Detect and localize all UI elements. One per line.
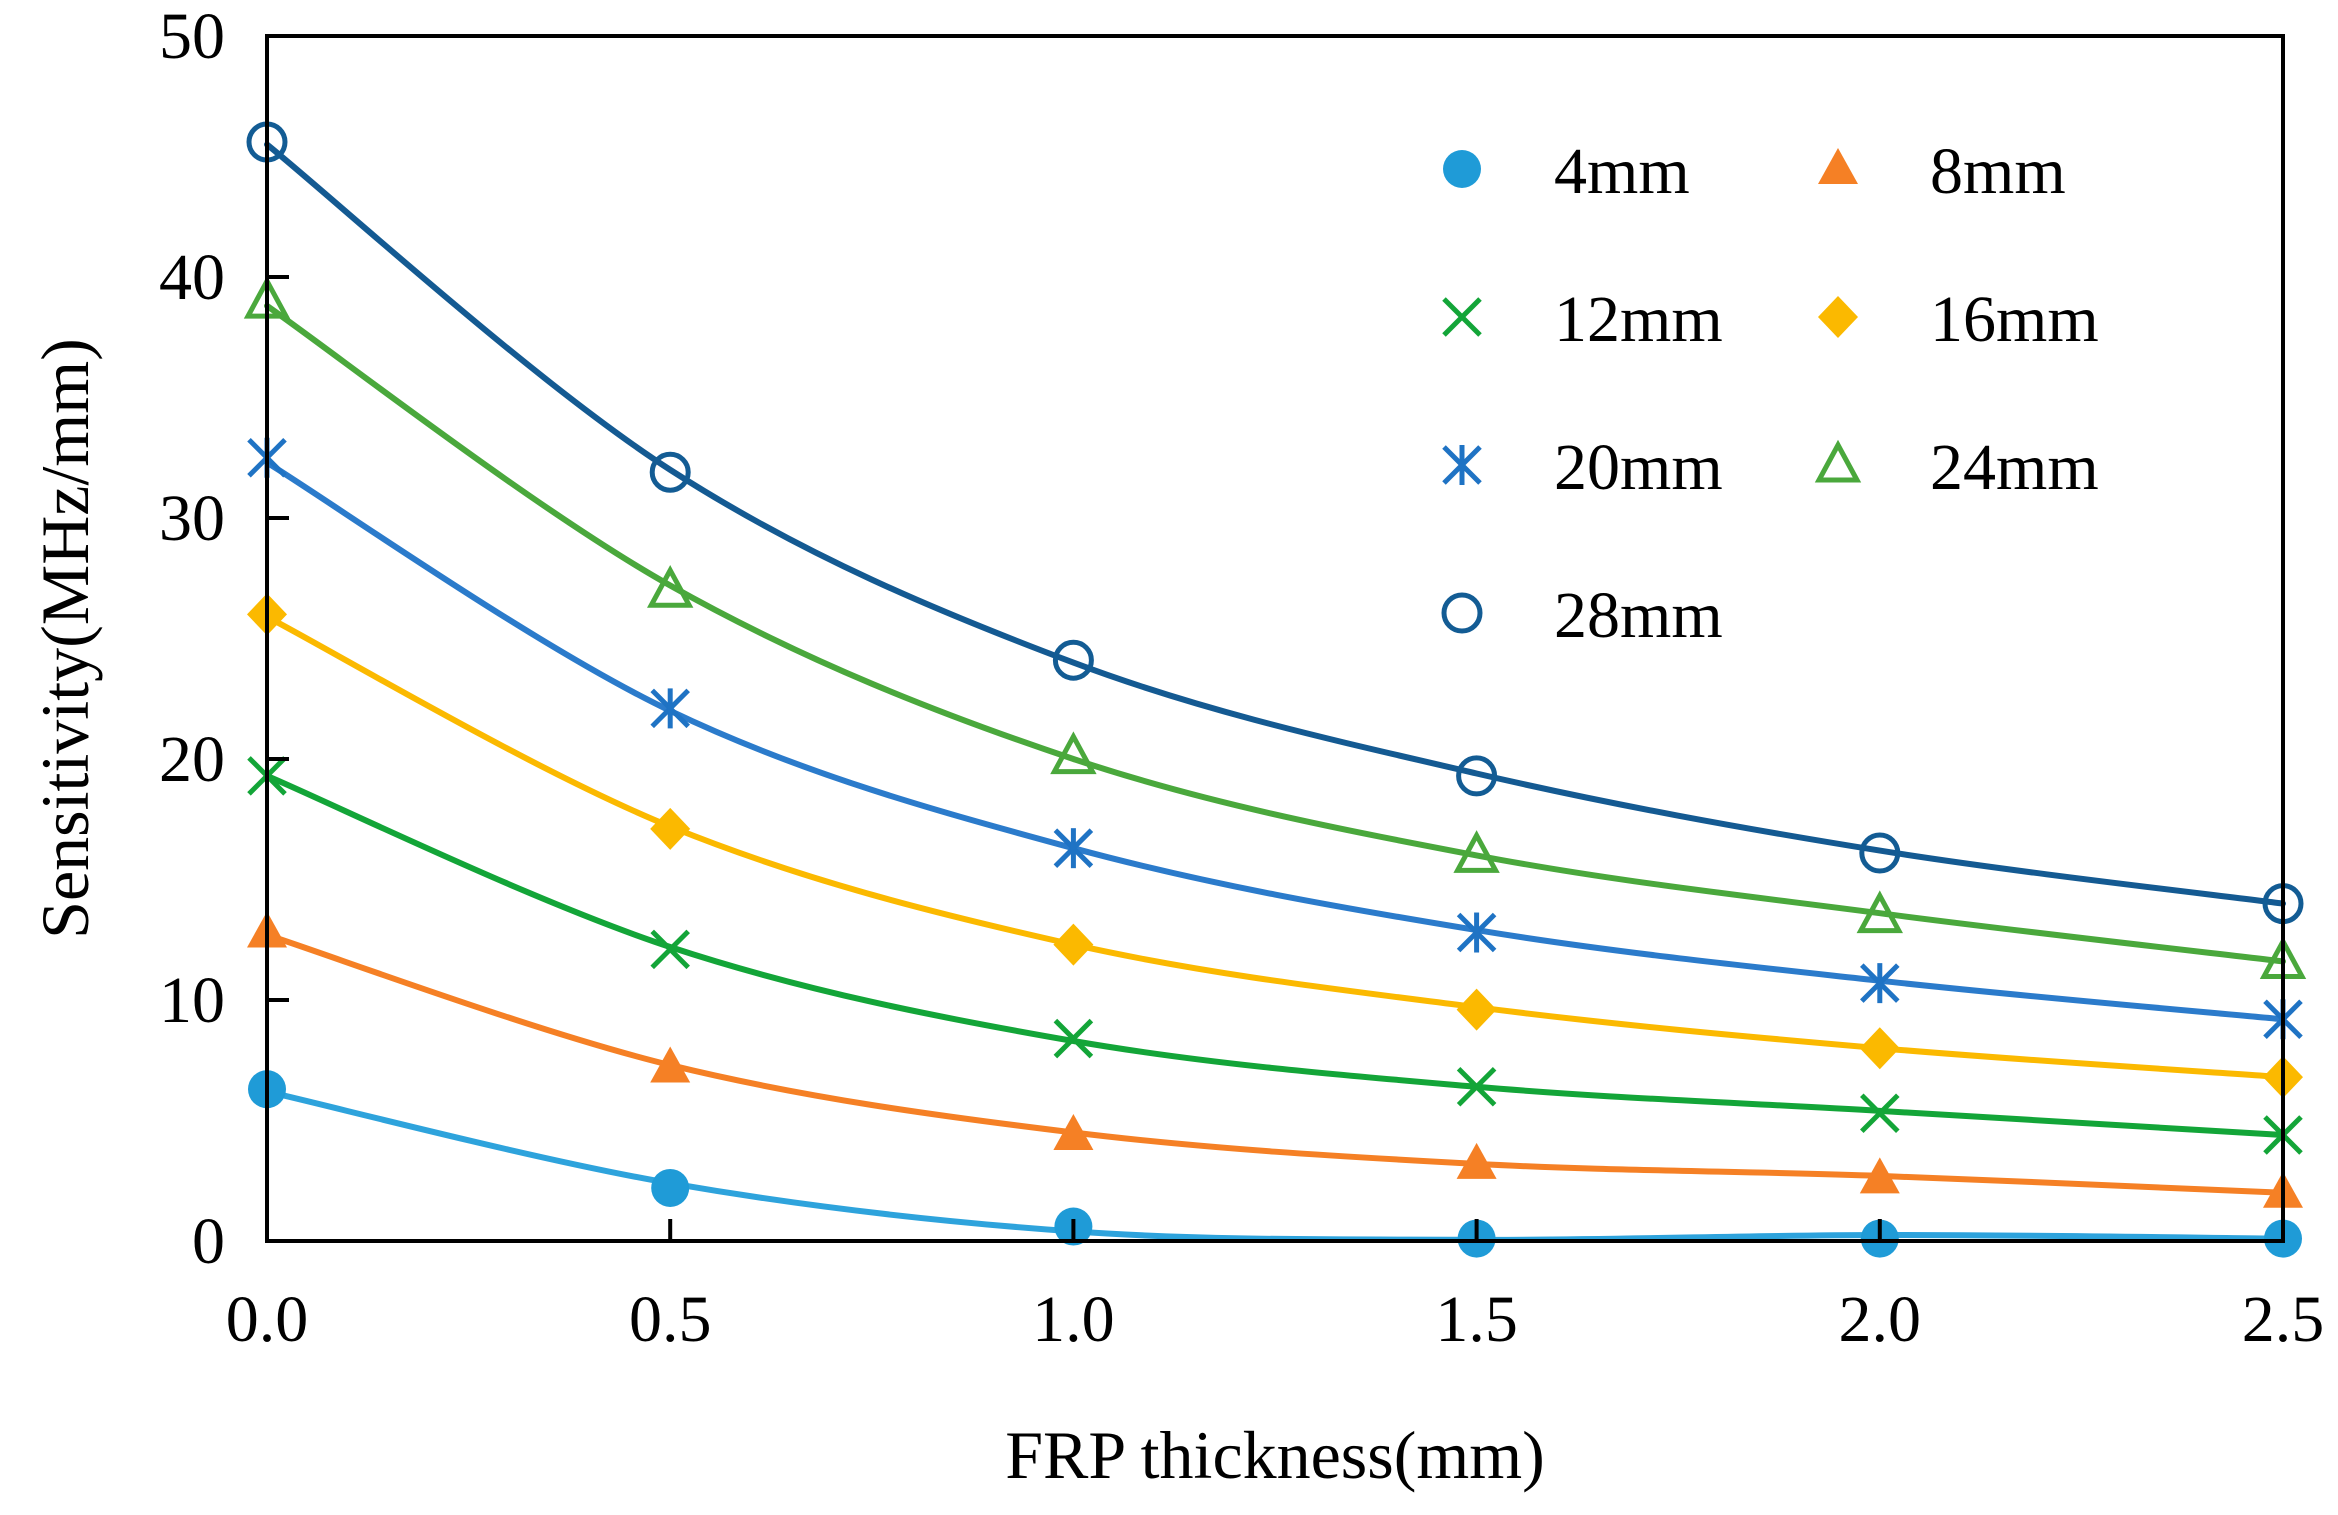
legend-label: 4mm [1554,135,1690,208]
y-tick-label: 30 [159,482,225,555]
legend-marker-28mm [1441,592,1483,634]
legend-item-8mm: 8mm [1818,135,2066,208]
data-point-8mm [650,1046,691,1083]
y-axis-tick-labels: 0 10 20 30 40 50 [159,0,225,1278]
legend-item-16mm: 16mm [1818,283,2099,356]
data-point-24mm [1453,830,1500,873]
fit-lines [264,141,2286,1243]
plot-area-frame [265,34,2285,1243]
data-point-8mm [1859,1157,1900,1194]
data-point-28mm [1456,755,1498,797]
data-point-20mm [650,688,690,729]
legend-marker-4mm [1443,150,1481,188]
series-line-4mm [264,1088,2286,1243]
legend-item-24mm: 24mm [1814,431,2099,504]
data-point-16mm [1456,988,1497,1031]
data-point-4mm [651,1168,690,1207]
data-point-20mm [1456,912,1497,953]
legend-marker-12mm [1442,297,1482,337]
axis-ticks [265,34,2285,1243]
data-point-20mm [1053,828,1094,869]
data-point-28mm [649,451,691,493]
series-line-8mm [264,931,2286,1196]
data-point-12mm [1053,1018,1094,1059]
series-line-16mm [264,613,2286,1081]
series-line-28mm [264,141,2286,907]
legend-label: 12mm [1554,283,1723,356]
y-tick-label: 40 [159,241,225,314]
data-point-8mm [1456,1142,1497,1179]
y-tick-label: 10 [159,964,225,1037]
y-axis-title: Sensitivity(MHz/mm) [27,338,103,939]
x-axis-tick-labels: 0.0 0.5 1.0 1.5 2.0 2.5 [226,1283,2325,1356]
legend-item-4mm: 4mm [1443,135,1690,208]
x-tick-label: 2.5 [2242,1283,2325,1356]
data-point-24mm [1050,731,1097,775]
data-point-16mm [1053,923,1094,966]
series-line-24mm [264,302,2286,965]
data-point-24mm [646,565,694,608]
legend-marker-16mm [1818,296,1858,338]
data-point-8mm [1053,1113,1094,1150]
x-axis-title: FRP thickness(mm) [1005,1417,1545,1493]
legend-label: 24mm [1930,431,2099,504]
legend-item-12mm: 12mm [1442,283,1723,356]
y-tick-label: 20 [159,723,225,796]
x-tick-label: 1.5 [1435,1283,1518,1356]
series-line-20mm [264,459,2286,1023]
y-tick-label: 50 [159,0,225,73]
data-point-12mm [650,929,690,970]
legend-item-28mm: 28mm [1441,579,1723,652]
legend: 4mm 8mm 12mm 16mm 20mm 24mm 28mm [1441,135,2099,652]
data-point-28mm [1859,832,1901,874]
legend-label: 16mm [1930,283,2099,356]
legend-item-20mm: 20mm [1442,431,1723,504]
legend-marker-20mm [1442,445,1482,485]
y-tick-label: 0 [192,1205,225,1278]
legend-label: 28mm [1554,579,1723,652]
legend-label: 8mm [1930,135,2066,208]
legend-label: 20mm [1554,431,1723,504]
data-point-24mm [1856,890,1904,934]
data-point-16mm [1859,1027,1900,1070]
series-line-12mm [264,772,2286,1138]
data-point-28mm [1052,639,1094,681]
legend-marker-24mm [1814,439,1862,483]
data-point-20mm [1860,963,1900,1004]
legend-marker-8mm [1818,148,1858,184]
x-tick-label: 0.0 [226,1283,309,1356]
x-tick-label: 2.0 [1839,1283,1922,1356]
data-point-16mm [650,807,691,850]
x-tick-label: 0.5 [629,1283,712,1356]
data-point-12mm [1456,1066,1497,1107]
data-point-12mm [1860,1093,1900,1134]
x-tick-label: 1.0 [1032,1283,1115,1356]
